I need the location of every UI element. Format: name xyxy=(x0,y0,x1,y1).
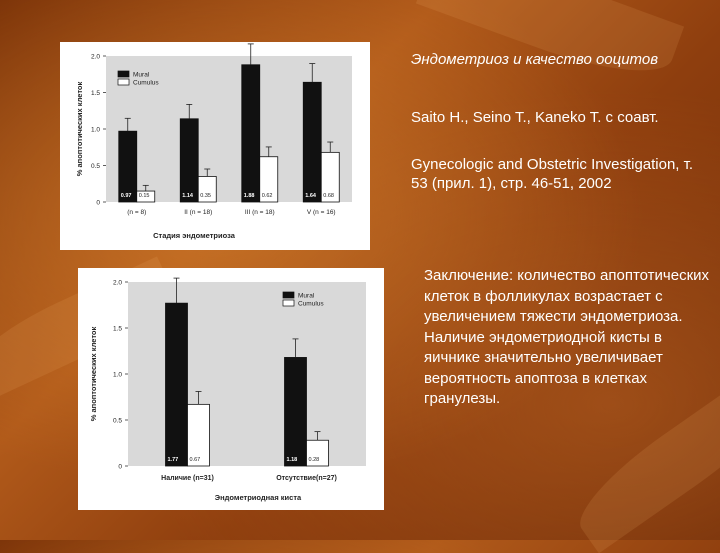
category-label: III (n = 18) xyxy=(245,209,275,216)
journal-citation: Gynecologic and Obstetric Investigation,… xyxy=(411,156,694,192)
data-label: 0.15 xyxy=(139,193,150,199)
bar xyxy=(241,64,261,203)
data-label: 1.14 xyxy=(182,193,194,199)
y-tick-label: 1.5 xyxy=(113,326,122,333)
chart-cyst: 0 0.5 1.0 1.5 2.0 % апоптотических клеток Mura… xyxy=(89,277,366,502)
data-label: 0.35 xyxy=(200,193,211,199)
data-label: 1.18 xyxy=(287,457,298,463)
y-tick-label: 2.0 xyxy=(91,54,100,61)
category-label: II (n = 18) xyxy=(184,209,212,216)
legend-label: Mural xyxy=(298,293,315,300)
category-label: Наличие (n=31) xyxy=(161,475,214,482)
chart-cyst-panel: 0 0.5 1.0 1.5 2.0 % апоптотических клеток Mura… xyxy=(78,268,384,510)
y-axis-label: % апоптотических клеток xyxy=(89,326,98,421)
bar xyxy=(284,357,307,467)
data-label: 1.64 xyxy=(305,193,317,199)
y-tick-label: 2.0 xyxy=(113,280,122,287)
y-tick-label: 0 xyxy=(96,200,100,207)
y-tick-label: 1.0 xyxy=(91,127,100,134)
data-label: 0.97 xyxy=(121,193,132,199)
category-label: (n = 8) xyxy=(127,209,146,216)
legend-label: Mural xyxy=(133,72,150,79)
legend-label: Cumulus xyxy=(298,301,324,308)
slide-title: Эндометриоз и качество ооцитов xyxy=(411,51,659,68)
data-label: 0.67 xyxy=(190,457,201,463)
legend-swatch xyxy=(282,299,295,307)
y-tick-label: 0.5 xyxy=(91,163,100,170)
data-label: 0.68 xyxy=(323,193,334,199)
legend-label: Cumulus xyxy=(133,80,159,87)
chart-stage-panel: 0 0.5 1.0 1.5 2.0 % апоптотических клеток Mura… xyxy=(60,42,370,250)
legend-swatch xyxy=(117,70,130,78)
legend-swatch xyxy=(117,78,130,86)
plot-area xyxy=(128,282,366,466)
chart-stage: 0 0.5 1.0 1.5 2.0 % апоптотических клеток Mura… xyxy=(75,43,352,240)
authors-text: Saito H., Seino T., Kaneko T. с соавт. xyxy=(411,109,659,126)
y-axis-label: % апоптотических клеток xyxy=(75,81,84,176)
y-tick-label: 0 xyxy=(118,464,122,471)
x-axis-label: Эндометриодная киста xyxy=(215,493,302,502)
category-label: Отсутствие(n=27) xyxy=(276,475,337,482)
data-label: 0.62 xyxy=(262,193,273,199)
y-tick-label: 1.0 xyxy=(113,372,122,379)
x-axis-label: Стадия эндометриоза xyxy=(153,231,236,240)
data-label: 0.28 xyxy=(309,457,320,463)
y-tick-label: 1.5 xyxy=(91,90,100,97)
category-label: V (n = 16) xyxy=(307,209,336,216)
data-label: 1.88 xyxy=(244,193,255,199)
y-tick-label: 0.5 xyxy=(113,418,122,425)
conclusion-text: Заключение: количество апоптотических кл… xyxy=(424,267,710,407)
bar xyxy=(179,118,199,203)
data-label: 1.77 xyxy=(168,457,179,463)
bar xyxy=(302,81,322,203)
legend-swatch xyxy=(282,291,295,299)
bar xyxy=(165,302,188,467)
bar xyxy=(118,130,138,203)
